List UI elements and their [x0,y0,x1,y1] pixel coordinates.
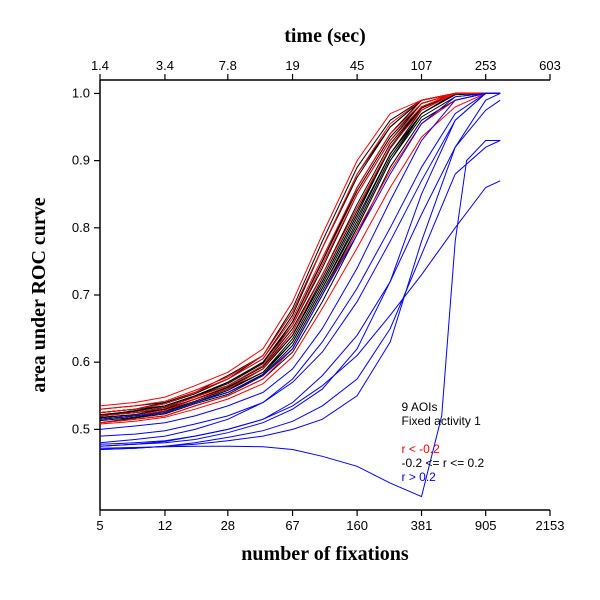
svg-text:0.9: 0.9 [72,153,90,168]
svg-text:r > 0.2: r > 0.2 [402,470,437,484]
chart-svg: 5 12 28 67 160 381 905 2153 1.4 3.4 7.8 19 45 107 253 6… [0,0,600,600]
svg-text:381: 381 [411,518,433,533]
svg-text:253: 253 [475,58,497,73]
svg-text:45: 45 [350,58,364,73]
svg-text:number of fixations: number of fixations [241,543,409,565]
svg-text:0.7: 0.7 [72,287,90,302]
svg-text:107: 107 [411,58,433,73]
svg-text:19: 19 [285,58,299,73]
svg-text:603: 603 [539,58,561,73]
svg-text:1.0: 1.0 [72,85,90,100]
svg-text:1.4: 1.4 [91,58,109,73]
svg-text:time (sec): time (sec) [284,25,366,47]
svg-text:905: 905 [475,518,497,533]
svg-text:9 AOIs: 9 AOIs [402,400,438,414]
svg-text:5: 5 [96,518,103,533]
svg-text:0.8: 0.8 [72,220,90,235]
svg-text:-0.2 <= r <= 0.2: -0.2 <= r <= 0.2 [402,456,485,470]
svg-text:3.4: 3.4 [156,58,174,73]
svg-text:7.8: 7.8 [219,58,237,73]
svg-text:r < -0.2: r < -0.2 [402,442,441,456]
svg-text:160: 160 [346,518,368,533]
svg-text:0.5: 0.5 [72,421,90,436]
svg-text:area under ROC curve: area under ROC curve [28,197,50,392]
svg-text:2153: 2153 [536,518,565,533]
svg-text:28: 28 [221,518,235,533]
roc-chart: 5 12 28 67 160 381 905 2153 1.4 3.4 7.8 19 45 107 253 6… [0,0,600,600]
svg-text:0.6: 0.6 [72,354,90,369]
svg-text:Fixed activity 1: Fixed activity 1 [402,414,482,428]
svg-text:12: 12 [158,518,172,533]
svg-text:67: 67 [285,518,299,533]
